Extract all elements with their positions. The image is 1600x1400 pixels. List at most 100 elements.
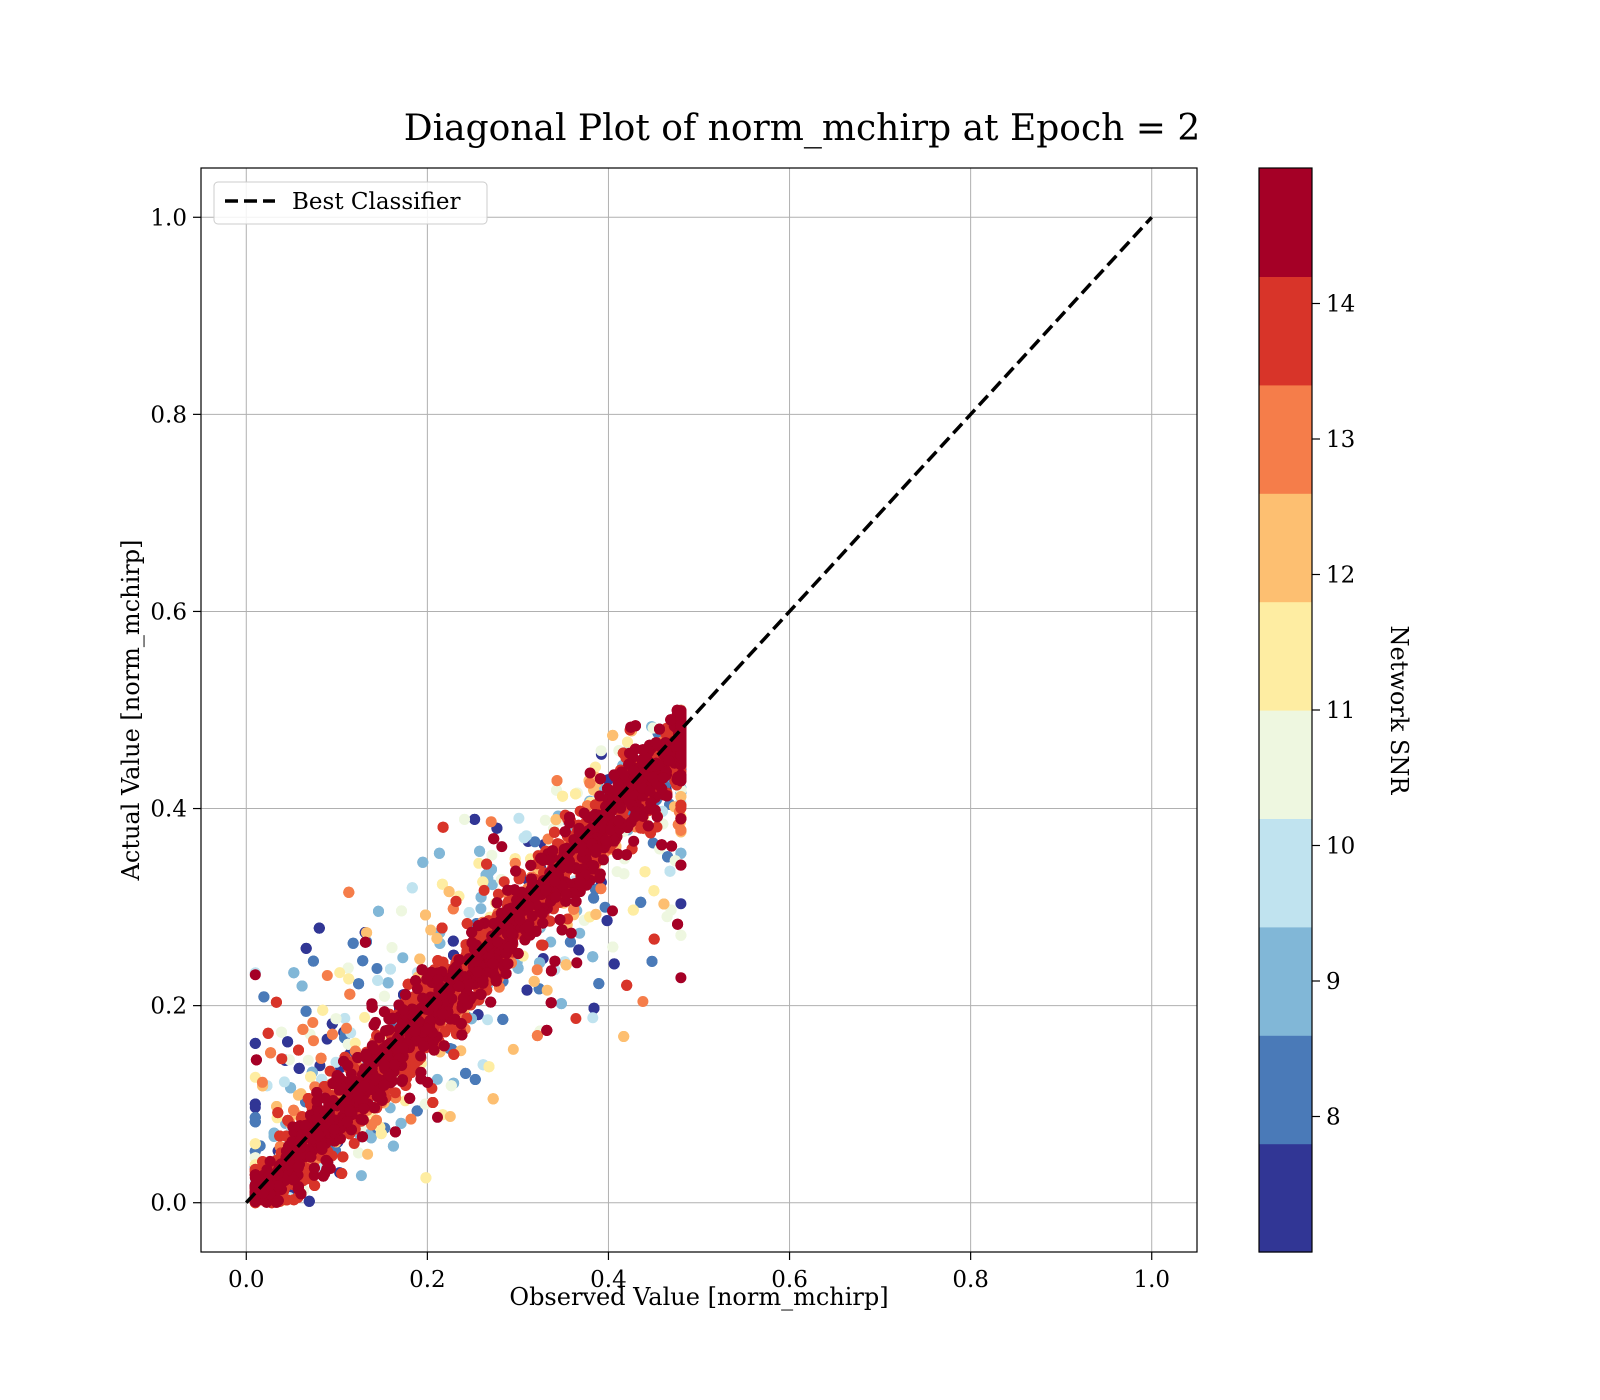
scatter-point [342,962,354,974]
scatter-point [406,882,418,894]
scatter-point [551,775,563,787]
scatter-point [249,1138,261,1150]
scatter-point [348,1138,360,1149]
scatter-point [675,802,687,814]
scatter-point [448,1048,460,1060]
scatter-point [326,1028,338,1040]
scatter-point [521,984,533,996]
scatter-point [270,996,282,1008]
scatter-point [362,1148,374,1160]
scatter-point [443,886,455,898]
scatter-point [355,1170,367,1182]
scatter-point [570,1013,582,1024]
scatter-point [307,1017,319,1028]
scatter-point [485,816,497,828]
scatter-point [353,1147,364,1159]
scatter-point [607,941,619,953]
scatter-point [529,836,541,848]
scatter-point [486,849,498,861]
scatter-point [557,790,569,802]
scatter-point [288,967,300,979]
scatter-point [588,1002,600,1014]
scatter-point [549,826,560,838]
scatter-point [293,1044,304,1056]
scatter-point [461,918,473,930]
scatter-point [537,939,549,951]
scatter-point [621,979,633,991]
scatter-point [293,1062,305,1074]
scatter-point [249,1037,261,1049]
scatter-point [518,832,530,844]
scatter-point [588,892,600,904]
scatter-point [337,1151,349,1163]
scatter-point [336,1168,348,1179]
scatter-point [278,1076,290,1088]
scatter-point [272,1107,284,1119]
scatter-point [590,908,602,920]
scatter-point [675,929,687,941]
scatter-point [411,1105,423,1117]
scatter-point [475,903,487,915]
scatter-point [436,878,448,890]
scatter-point [528,975,540,987]
scatter-point [433,847,445,859]
scatter-point [584,777,596,789]
scatter-point [302,1054,314,1066]
scatter-point [307,955,319,967]
scatter-point [531,1030,543,1042]
scatter-point [469,813,481,825]
scatter-point [300,1005,312,1017]
scatter-point [608,958,620,970]
scatter-point [675,791,687,803]
scatter-point [595,745,607,757]
scatter-point [550,814,562,826]
scatter-point [249,1102,261,1113]
scatter-point [357,955,369,967]
scatter-point [431,933,443,944]
scatter-point [341,1022,352,1034]
scatter-point [593,978,605,990]
scatter-point [265,1047,277,1059]
scatter-point [387,1140,399,1152]
scatter-point [587,951,599,963]
scatter-point [417,856,429,868]
scatter-point [595,883,607,895]
scatter-point [373,905,384,917]
scatter-point [658,898,670,910]
scatter-point [447,935,459,947]
scatter-point [469,1074,481,1085]
scatter-point [407,1051,419,1063]
scatter-point [539,814,551,826]
scatter-point [492,888,504,900]
scatter-point [537,917,549,929]
scatter-point [427,1097,439,1108]
scatter-point [339,1012,351,1024]
scatter-point [297,1023,309,1035]
scatter-point [420,909,431,921]
scatter-point [664,865,676,877]
scatter-point [648,885,660,897]
scatter-point [344,988,356,1000]
scatter-point [622,736,633,748]
scatter-point [637,996,649,1007]
scatter-point [627,904,639,916]
scatter-point [564,936,576,948]
scatter-point [437,956,449,968]
scatter-point [665,904,677,916]
scatter-point [334,967,346,979]
scatter-point [481,858,493,870]
scatter-point [317,1004,329,1016]
scatter-point [288,1104,300,1116]
scatter-point [361,927,373,939]
scatter-point [431,1073,443,1085]
scatter-point [611,866,623,878]
scatter-point [382,977,394,989]
scatter-point [651,821,663,833]
scatter-point [507,1043,519,1055]
scatter-point [474,845,486,857]
scatter-point [405,1113,417,1125]
scatter-point [460,1067,472,1079]
scatter-point [420,1172,432,1184]
scatter-point [601,915,613,927]
scatter-point [607,729,619,741]
